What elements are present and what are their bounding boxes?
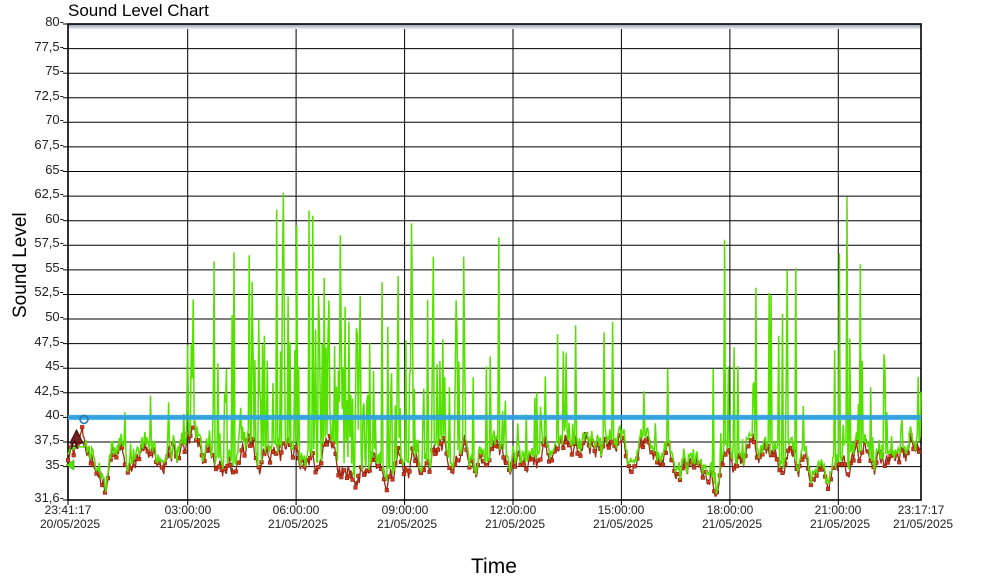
svg-text:A: A (70, 438, 79, 452)
